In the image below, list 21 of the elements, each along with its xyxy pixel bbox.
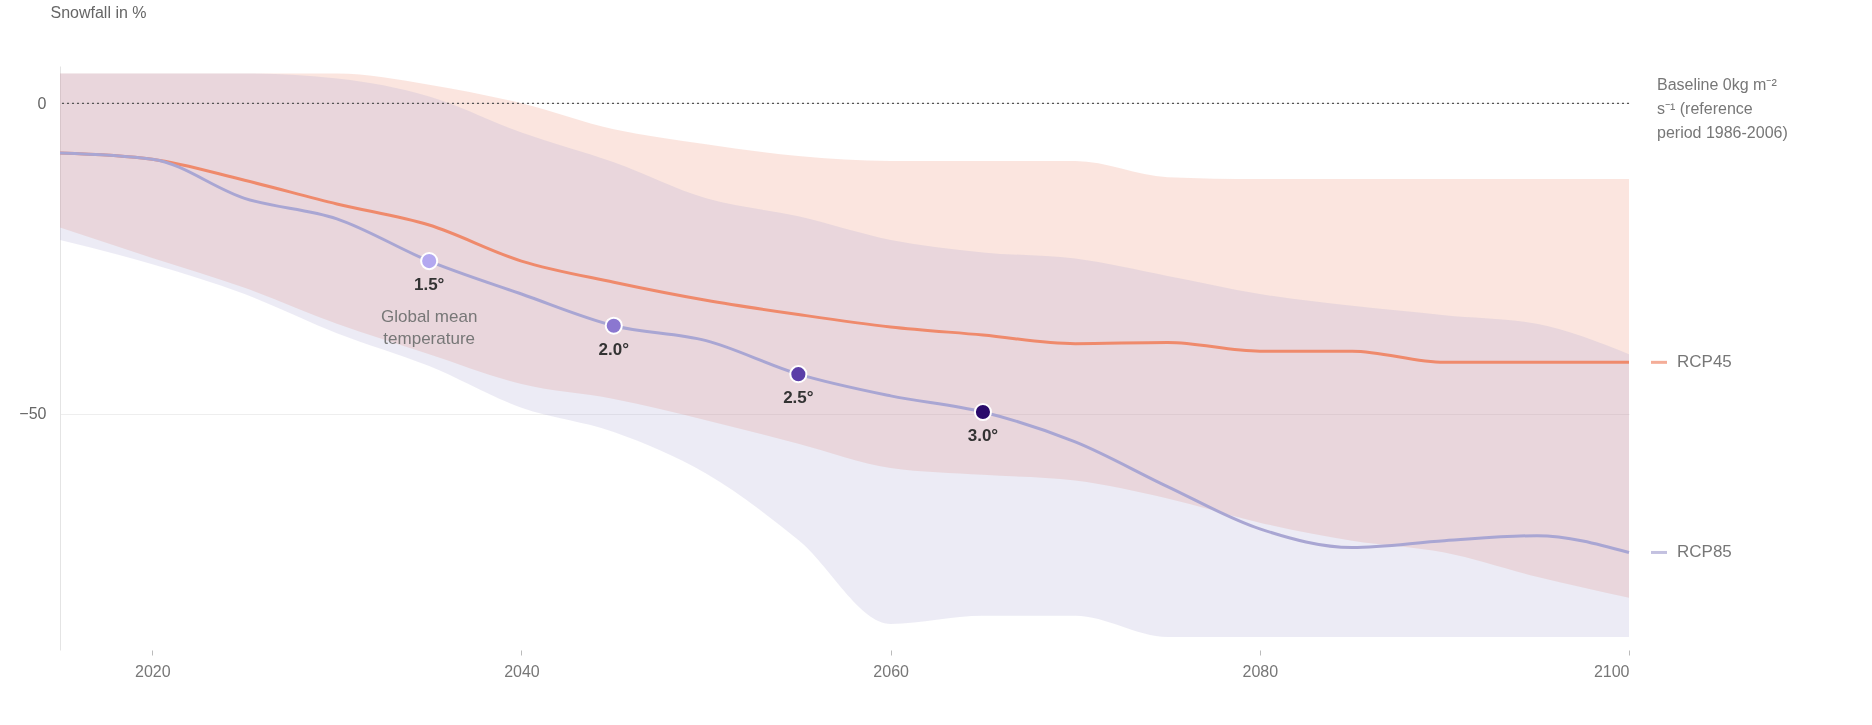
x-tick-label: 2060 — [873, 662, 910, 680]
line-series — [58, 151, 1631, 554]
x-tick-label: 2040 — [504, 662, 540, 680]
legend-label: RCP85 — [1677, 542, 1732, 562]
x-tick-label: 2080 — [1242, 662, 1279, 680]
annotation: 2.0° — [598, 339, 630, 359]
annotation: 1.5° — [413, 275, 445, 295]
annotation: 2.5° — [783, 388, 814, 408]
y-tick-label: 0 — [37, 94, 47, 112]
point — [604, 316, 623, 335]
y-tick-label: −50 — [19, 405, 47, 423]
annotation: Global mean temperature — [380, 307, 478, 349]
y-axis-title: Snowfall in % — [50, 3, 147, 21]
point — [420, 252, 439, 271]
x-tick-label: 2020 — [135, 662, 171, 680]
point — [789, 365, 808, 384]
ref-line-label: Baseline 0kg m⁻² s⁻¹ (reference period 1986-2006) — [1657, 76, 1788, 142]
x-tick-label: 2100 — [1593, 662, 1630, 680]
legend-label: RCP45 — [1677, 352, 1732, 372]
annotation: 3.0° — [967, 426, 999, 446]
point — [973, 403, 992, 422]
